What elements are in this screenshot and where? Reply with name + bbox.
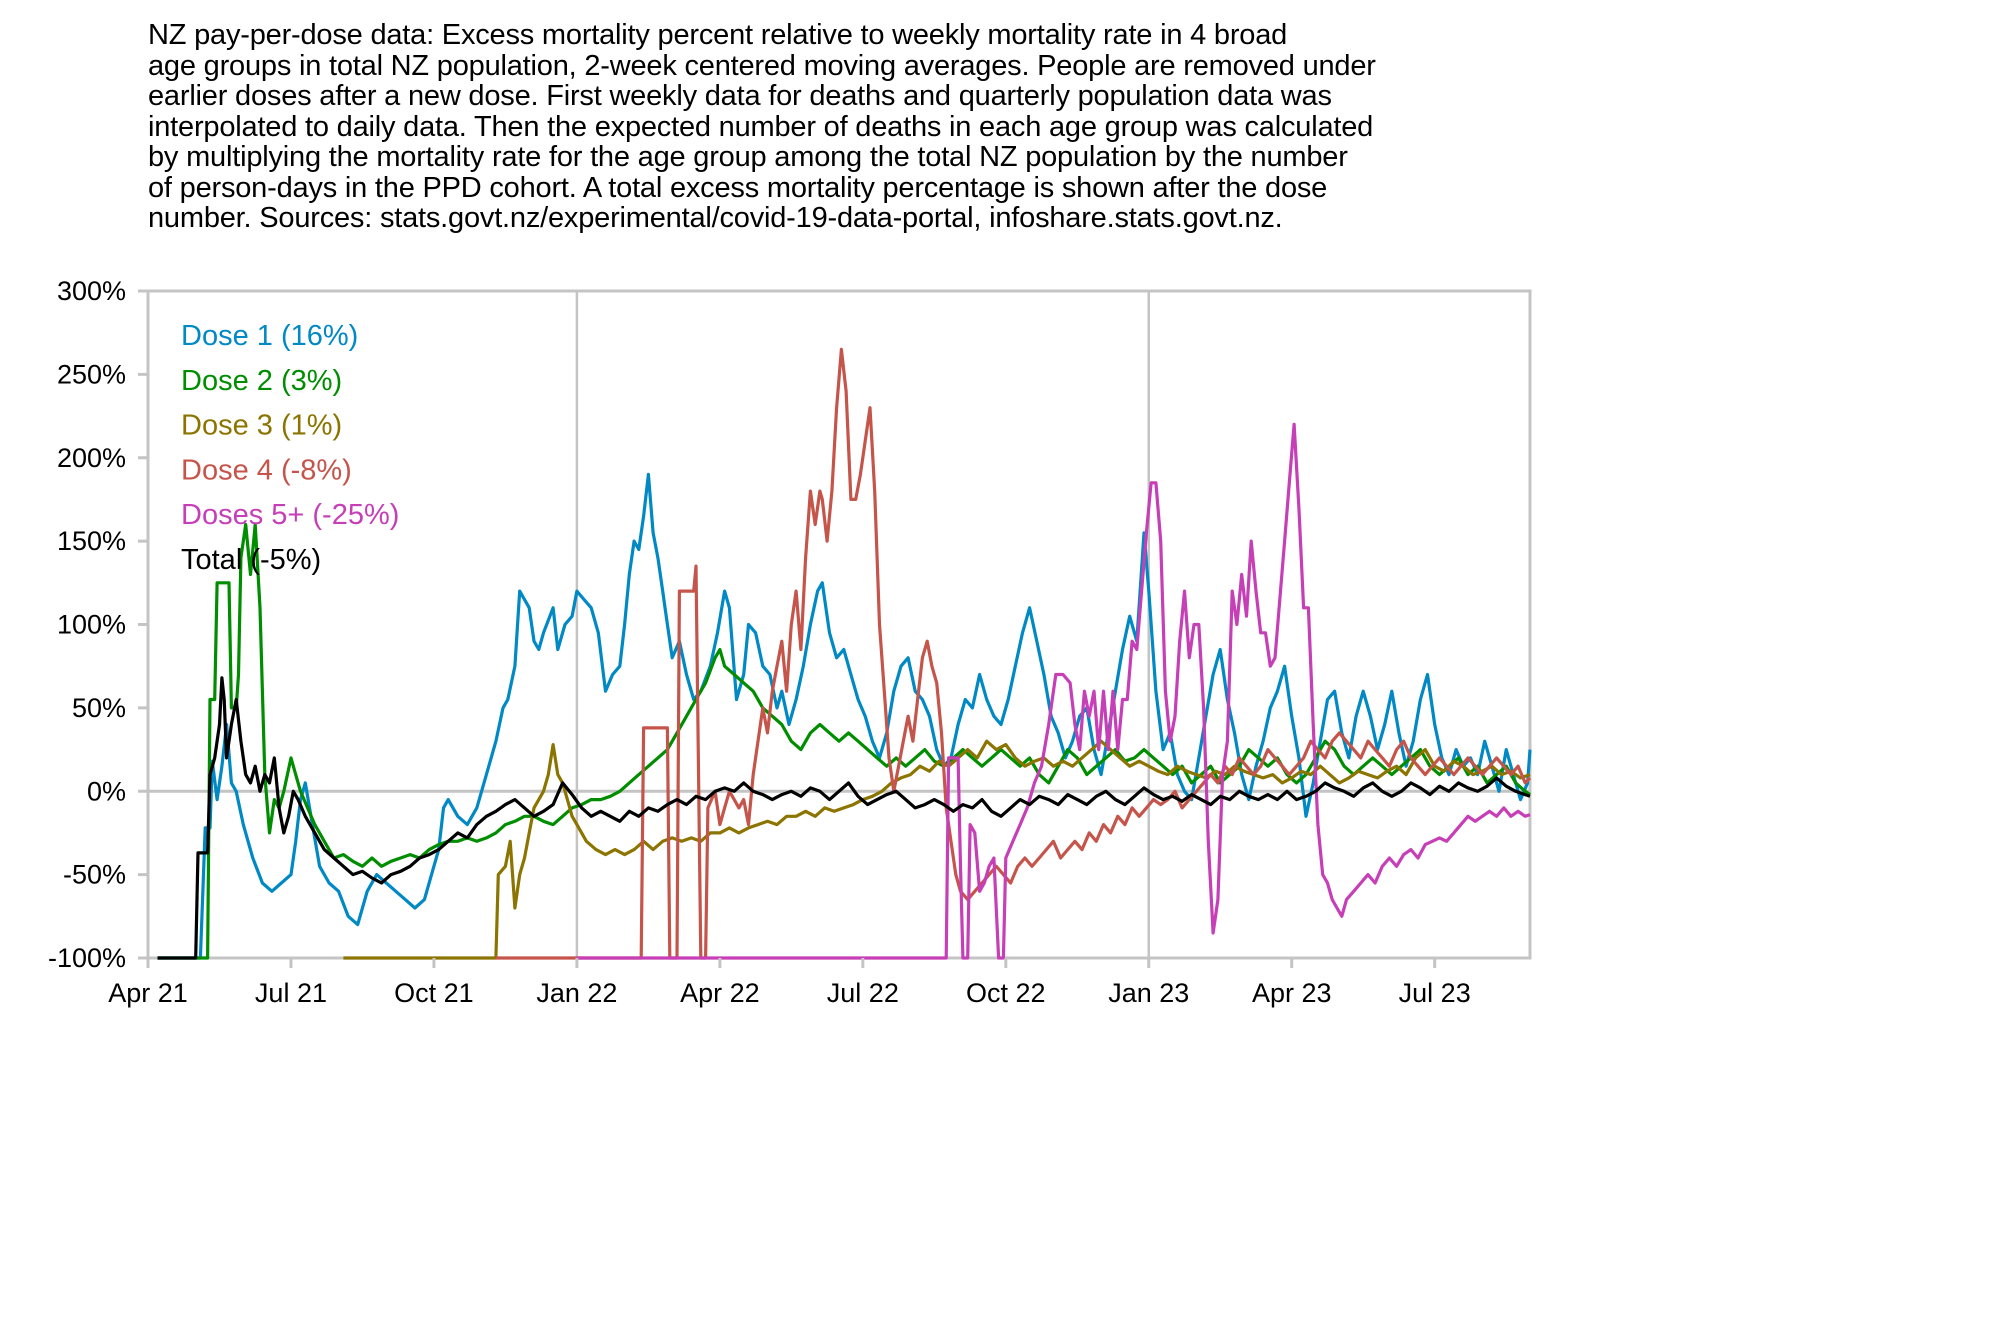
- y-tick-label: -50%: [63, 860, 126, 890]
- x-tick-label: Apr 22: [680, 978, 760, 1008]
- x-tick-label: Apr 21: [108, 978, 188, 1008]
- series-line-2: [157, 522, 1531, 960]
- title-line: earlier doses after a new dose. First we…: [148, 80, 1332, 112]
- series-lines: [157, 347, 1532, 960]
- x-tick-label: Jan 22: [536, 978, 617, 1008]
- x-tick-label: Jul 21: [255, 978, 327, 1008]
- y-tick-label: 0%: [87, 776, 126, 806]
- title-line: interpolated to daily data. Then the exp…: [148, 110, 1374, 143]
- legend-item: Doses 5+ (-25%): [181, 499, 399, 531]
- series-line-3: [343, 739, 1531, 960]
- title-line: by multiplying the mortality rate for th…: [148, 141, 1348, 173]
- x-tick-label: Jul 22: [827, 978, 899, 1008]
- title-line: age groups in total NZ population, 2-wee…: [148, 49, 1376, 82]
- axes: -100% -50% 0% 50% 100% 150% 200% 250% 300% Apr 21…: [48, 276, 1471, 1008]
- y-tick-label: 300%: [57, 276, 126, 306]
- legend-item: Dose 1 (16%): [181, 320, 358, 352]
- legend-item: Total (-5%): [181, 544, 321, 576]
- legend-item: Dose 2 (3%): [181, 365, 342, 397]
- legend-item: Dose 3 (1%): [181, 410, 342, 442]
- title-line: number. Sources: stats.govt.nz/experimen…: [148, 202, 1283, 234]
- series-line-4: [495, 347, 1532, 960]
- legend-item: Dose 4 (-8%): [181, 454, 352, 486]
- x-tick-label: Jan 23: [1108, 978, 1189, 1008]
- x-tick-label: Oct 22: [966, 978, 1046, 1008]
- chart-title: NZ pay-per-dose data: Excess mortality p…: [148, 20, 1548, 234]
- y-tick-label: -100%: [48, 943, 126, 973]
- title-line: of person-days in the PPD cohort. A tota…: [148, 171, 1328, 204]
- y-tick-label: 150%: [57, 526, 126, 556]
- x-tick-label: Apr 23: [1252, 978, 1332, 1008]
- legend: Dose 1 (16%) Dose 2 (3%) Dose 3 (1%) Dose 4…: [181, 320, 399, 576]
- series-line-5: [576, 422, 1531, 960]
- y-tick-label: 200%: [57, 443, 126, 473]
- x-tick-label: Oct 21: [394, 978, 474, 1008]
- y-tick-label: 250%: [57, 359, 126, 389]
- x-tick-label: Jul 23: [1399, 978, 1471, 1008]
- title-line: NZ pay-per-dose data: Excess mortality p…: [148, 19, 1288, 51]
- y-tick-label: 50%: [72, 693, 126, 723]
- y-tick-label: 100%: [57, 610, 126, 640]
- series-line-1: [157, 472, 1532, 960]
- series-line-6: [157, 676, 1531, 960]
